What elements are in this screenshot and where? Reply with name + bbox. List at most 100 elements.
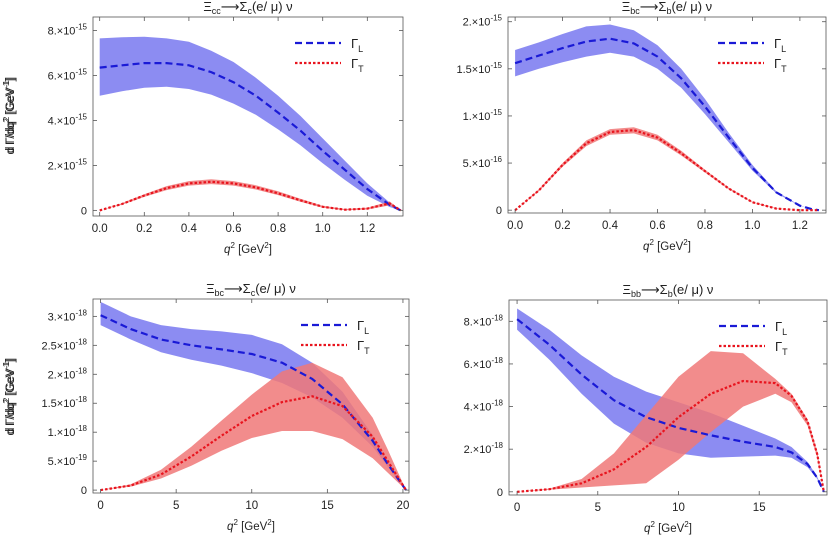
y-label-unit-sup: -1 — [2, 361, 11, 369]
curve-gamma-l — [516, 318, 825, 493]
legend-label-gamma-l: ΓL — [357, 318, 369, 336]
y-tick-exponent: -15 — [490, 14, 502, 23]
title-final-subscript: c — [251, 288, 256, 298]
title-tail: (e/ μ) ν — [671, 0, 712, 14]
chart-title: Ξbb⟶Σb(e/ μ) ν — [623, 282, 714, 299]
x-tick-label: 15 — [753, 502, 766, 514]
y-tick-label: 1.5×10-18 — [41, 395, 87, 410]
x-label-unit: [GeV — [238, 521, 268, 533]
y-tick-mantissa: 2.×10 — [48, 160, 76, 172]
chart-title: Ξbc⟶Σb(e/ μ) ν — [622, 0, 712, 16]
x-tick-label: 0.6 — [650, 220, 666, 232]
title-initial-subscript: bc — [630, 6, 640, 16]
legend-symbol: Γ — [357, 338, 364, 353]
x-tick-label: 0.0 — [507, 220, 523, 232]
band-gamma-l — [99, 36, 401, 211]
y-tick-mantissa: 5.×10 — [48, 456, 76, 468]
chart-title: Ξbc⟶Σc(e/ μ) ν — [206, 281, 296, 298]
legend-symbol: Γ — [775, 339, 782, 354]
y-tick-exponent: -18 — [491, 313, 503, 322]
y-tick-exponent: -19 — [75, 453, 87, 462]
y-label-close: ] — [5, 359, 17, 362]
y-label-unit-sup: -1 — [2, 80, 11, 88]
x-label-var-sup: 2 — [650, 520, 655, 529]
title-arrow: ⟶ — [640, 0, 659, 14]
x-label-unit-sup: 2 — [683, 238, 688, 247]
y-tick-exponent: -18 — [491, 356, 503, 365]
y-label-close: ] — [5, 358, 17, 361]
x-label-var-sup: 2 — [233, 518, 238, 527]
legend-label-gamma-l: ΓL — [351, 36, 363, 54]
y-label-var: d Γ/dq — [5, 402, 17, 434]
legend-symbol: Γ — [774, 36, 781, 51]
legend-symbol: Γ — [351, 56, 358, 71]
x-label-unit: [GeV — [655, 523, 685, 535]
x-tick-label: 0 — [97, 500, 103, 512]
y-label-unit-sup: -1 — [2, 81, 11, 89]
x-label-var: q — [227, 521, 234, 533]
legend-label-gamma-l: ΓL — [774, 36, 786, 54]
plot-frame — [507, 16, 827, 214]
legend-symbol: Γ — [357, 318, 364, 333]
y-tick-label: 8.×10-18 — [464, 313, 504, 328]
chart-panel-3: 0 5 10 15 2005.×10-191.×10-181.5×10-182.×10-… — [2, 281, 410, 533]
y-label-var: d Γ/dq — [5, 121, 17, 153]
y-label-var: d Γ/dq — [5, 123, 17, 155]
y-tick-exponent: -15 — [75, 22, 87, 31]
y-tick-mantissa: 1.×10 — [463, 111, 491, 123]
x-tick-label: 0.8 — [270, 223, 286, 235]
y-label-close: ] — [5, 77, 17, 80]
x-label-var: q — [643, 241, 650, 253]
y-label-var-sup: 2 — [2, 397, 11, 402]
title-final: Σ — [243, 281, 251, 296]
legend-subscript: T — [358, 64, 364, 74]
title-initial: Ξ — [622, 0, 630, 14]
x-tick-label: 0.8 — [697, 220, 713, 232]
y-tick-label: 2.×10-15 — [48, 157, 88, 172]
y-tick-label: 5.×10-16 — [463, 155, 503, 170]
legend-subscript: L — [782, 327, 787, 337]
legend-subscript: T — [782, 347, 788, 357]
y-tick-mantissa: 2.×10 — [463, 17, 491, 29]
y-tick-mantissa: 3.×10 — [48, 311, 76, 323]
x-tick-label: 1.0 — [315, 223, 331, 235]
x-tick-label: 0.4 — [602, 220, 619, 232]
y-tick-label: 0 — [81, 205, 87, 217]
x-tick-label: 0.2 — [136, 223, 152, 235]
y-tick-exponent: -15 — [75, 67, 87, 76]
y-tick-label: 2.5×10-18 — [41, 337, 87, 352]
x-label-unit: [GeV — [654, 241, 684, 253]
y-tick-exponent: -15 — [490, 108, 502, 117]
x-label-unit: [GeV — [235, 244, 265, 256]
y-label-var-sup: 2 — [2, 116, 11, 121]
y-label-unit: [GeV — [5, 369, 17, 399]
title-arrow: ⟶ — [221, 0, 240, 14]
y-tick-label: 0 — [81, 485, 87, 497]
x-label-unit-sup: 2 — [267, 518, 272, 527]
y-label-var-sup: 2 — [2, 399, 11, 404]
title-tail: (e/ μ) ν — [255, 281, 296, 296]
legend-subscript: T — [364, 346, 370, 356]
y-tick-exponent: -16 — [490, 155, 502, 164]
y-tick-label: 2.×10-18 — [464, 441, 504, 456]
y-tick-mantissa: 0 — [81, 205, 87, 217]
y-tick-mantissa: 4.×10 — [464, 402, 492, 414]
x-axis-label: q2 [GeV2] — [227, 518, 275, 533]
title-tail: (e/ μ) ν — [673, 282, 714, 297]
title-initial: Ξ — [203, 0, 211, 14]
y-tick-mantissa: 1.5×10 — [456, 64, 490, 76]
y-label-close: ] — [5, 78, 17, 81]
x-tick-label: 1.0 — [744, 220, 760, 232]
y-label-unit: [GeV — [5, 87, 17, 117]
y-tick-exponent: -15 — [75, 157, 87, 166]
x-label-var: q — [224, 244, 231, 256]
title-final: Σ — [239, 0, 247, 14]
y-tick-label: 0 — [496, 205, 502, 217]
y-label-unit: [GeV — [5, 368, 17, 398]
x-tick-label: 20 — [397, 500, 410, 512]
x-tick-label: 5 — [595, 502, 601, 514]
x-tick-label: 15 — [321, 500, 334, 512]
y-tick-exponent: -18 — [75, 366, 87, 375]
curve-gamma-l — [100, 314, 407, 491]
y-label-unit: [GeV — [5, 88, 17, 118]
